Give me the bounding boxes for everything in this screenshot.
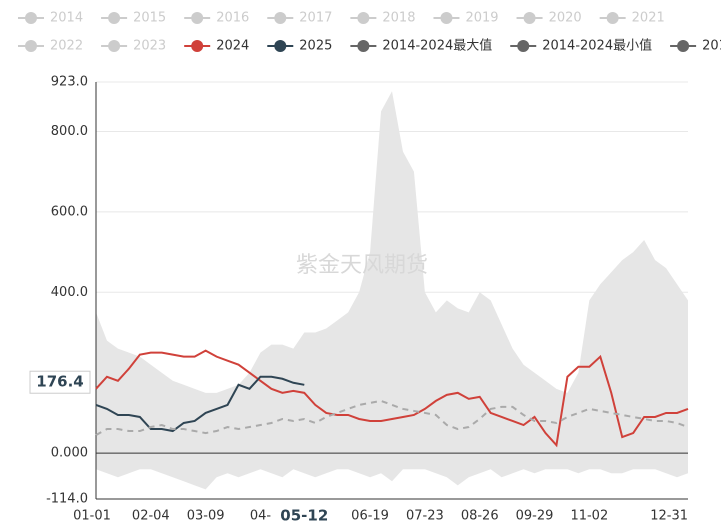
series-line (95, 399, 689, 436)
legend-item[interactable]: 2014 (18, 11, 83, 26)
legend-item[interactable]: 2014-2024最小值 (510, 38, 652, 54)
y-tick-label: 600.0 (51, 204, 88, 219)
legend-label: 2023 (133, 39, 166, 54)
legend-item[interactable]: 2015 (101, 11, 166, 26)
pointer-label-box (29, 370, 91, 394)
legend-marker (274, 40, 287, 52)
legend-item[interactable]: 2022 (18, 39, 83, 54)
legend-label: 2017 (299, 11, 332, 26)
legend-item[interactable]: 2017 (267, 11, 332, 26)
band-area (96, 91, 688, 454)
x-tick-label: 04- (250, 509, 272, 524)
x-tick-label: 07-23 (406, 509, 444, 524)
legend-label: 2021 (632, 11, 665, 26)
legend-label: 2022 (50, 39, 83, 54)
legend-label: 2016 (216, 11, 249, 26)
legend-label: 2014-2024最小值 (542, 38, 652, 54)
legend-marker (440, 12, 453, 24)
legend-marker (274, 12, 287, 24)
x-tick-label: 09-29 (516, 509, 554, 524)
legend-marker (677, 40, 690, 52)
legend-label: 2014-2024最大值 (382, 38, 492, 54)
legend-label: 2015 (133, 11, 166, 26)
legend-marker (606, 12, 619, 24)
legend-marker (108, 40, 121, 52)
legend-item[interactable]: 2014-2024均值 (670, 38, 721, 54)
legend-marker (357, 40, 370, 52)
y-tick-label: -114.0 (46, 492, 88, 507)
legend-item[interactable]: 2019 (433, 11, 499, 26)
x-tick-label: 02-04 (132, 509, 170, 524)
legend-label: 2020 (549, 11, 582, 26)
legend-item[interactable]: 2023 (101, 39, 166, 54)
series-line (95, 349, 689, 448)
x-tick-label: 12-31 (650, 509, 688, 524)
legend-label: 2014-2024均值 (702, 38, 721, 54)
legend-label: 2025 (299, 39, 332, 54)
legend-label: 2019 (465, 11, 498, 26)
legend-item[interactable]: 2016 (184, 11, 249, 26)
legend-label: 2018 (382, 11, 415, 26)
legend-item[interactable]: 2025 (267, 39, 332, 54)
legend-marker (191, 40, 204, 52)
legend-marker (25, 12, 37, 24)
x-tick-label: 03-09 (187, 509, 225, 524)
pointer-label: 176.4 (36, 373, 83, 391)
legend-item[interactable]: 2021 (599, 11, 665, 26)
x-tick-label: 05-12 (280, 507, 328, 525)
legend-item[interactable]: 2014-2024最大值 (350, 38, 492, 54)
x-tick-label: 01-01 (73, 509, 111, 524)
plot (95, 81, 688, 500)
watermark: 紫金天风期货 (296, 253, 428, 278)
y-tick-label: 0.000 (51, 446, 88, 461)
series-line (95, 375, 305, 433)
legend-marker (517, 40, 530, 52)
y-tick-label: 400.0 (51, 285, 88, 300)
legend-item[interactable]: 2024 (184, 39, 249, 54)
x-tick-label: 11-02 (570, 509, 608, 524)
legend-marker (523, 12, 536, 24)
legend-marker (108, 12, 121, 24)
legend-label: 2024 (216, 39, 249, 54)
legend-item[interactable]: 2018 (350, 11, 415, 26)
y-tick-label: 800.0 (51, 124, 88, 139)
legend-item[interactable]: 2020 (516, 11, 582, 26)
legend: 2014 2015 2016 2017 2018 2019 2020 2021 2022 2023… (18, 11, 721, 54)
legend-marker (357, 12, 370, 24)
legend-label: 2014 (50, 11, 83, 26)
y-tick-label: 923.0 (51, 75, 88, 90)
x-tick-label: 08-26 (461, 509, 499, 524)
x-tick-label: 06-19 (351, 509, 389, 524)
band-area (96, 453, 688, 490)
legend-marker (191, 12, 204, 24)
legend-marker (25, 40, 37, 52)
